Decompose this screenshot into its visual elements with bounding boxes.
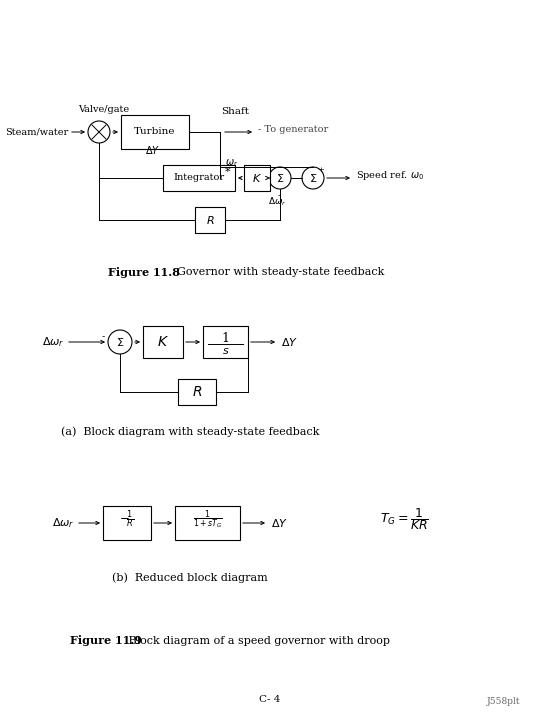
- Text: Block diagram of a speed governor with droop: Block diagram of a speed governor with d…: [125, 636, 390, 646]
- Text: Speed ref. $\omega_0$: Speed ref. $\omega_0$: [356, 169, 424, 182]
- Text: $\Delta Y$: $\Delta Y$: [281, 336, 298, 348]
- Text: $\Delta Y$: $\Delta Y$: [145, 144, 160, 156]
- Text: (b)  Reduced block diagram: (b) Reduced block diagram: [112, 572, 268, 583]
- Text: -: -: [278, 191, 281, 200]
- Text: $\omega_r$: $\omega_r$: [225, 157, 238, 169]
- Text: Governor with steady-state feedback: Governor with steady-state feedback: [170, 267, 384, 277]
- Text: (a)  Block diagram with steady-state feedback: (a) Block diagram with steady-state feed…: [60, 427, 319, 437]
- Text: $s$: $s$: [222, 346, 230, 356]
- Text: $\Delta Y$: $\Delta Y$: [271, 517, 288, 529]
- Bar: [175, 506, 240, 540]
- Text: +: +: [318, 166, 325, 174]
- Text: Figure 11.8: Figure 11.8: [108, 266, 180, 277]
- Text: $\frac{1}{1+sT_G}$: $\frac{1}{1+sT_G}$: [193, 508, 222, 531]
- Text: Shaft: Shaft: [221, 107, 249, 117]
- Text: $\Sigma$: $\Sigma$: [276, 172, 284, 184]
- Bar: [195, 207, 225, 233]
- Text: - To generator: - To generator: [258, 125, 328, 135]
- Bar: [121, 115, 189, 149]
- Bar: [178, 379, 216, 405]
- Text: Integrator: Integrator: [173, 174, 225, 182]
- Text: $\Delta\omega_r$: $\Delta\omega_r$: [52, 516, 75, 530]
- Bar: [143, 326, 183, 358]
- Text: $R$: $R$: [206, 214, 214, 226]
- Text: Turbine: Turbine: [134, 127, 176, 137]
- Bar: [244, 165, 270, 191]
- Text: $R$: $R$: [192, 385, 202, 399]
- Text: $T_G = \dfrac{1}{KR}$: $T_G = \dfrac{1}{KR}$: [380, 506, 429, 532]
- Text: C- 4: C- 4: [259, 696, 281, 704]
- Bar: [203, 326, 248, 358]
- Text: Steam/water: Steam/water: [5, 127, 68, 137]
- Bar: [103, 506, 151, 540]
- Text: $K$: $K$: [157, 335, 169, 349]
- Text: $\Delta\omega_r$: $\Delta\omega_r$: [268, 196, 286, 208]
- Text: $-\!\frac{1}{R}$: $-\!\frac{1}{R}$: [119, 508, 134, 530]
- Text: 1: 1: [221, 331, 229, 344]
- Text: J558plt: J558plt: [487, 698, 520, 706]
- Text: *: *: [225, 167, 231, 177]
- Text: $\Delta\omega_r$: $\Delta\omega_r$: [43, 335, 65, 349]
- Text: -: -: [102, 333, 105, 341]
- Text: $\Sigma$: $\Sigma$: [116, 336, 124, 348]
- Text: Valve/gate: Valve/gate: [78, 106, 130, 114]
- Text: Figure 11.9: Figure 11.9: [70, 636, 142, 647]
- Bar: [163, 165, 235, 191]
- Text: $\Sigma$: $\Sigma$: [309, 172, 317, 184]
- Text: $K$: $K$: [252, 172, 262, 184]
